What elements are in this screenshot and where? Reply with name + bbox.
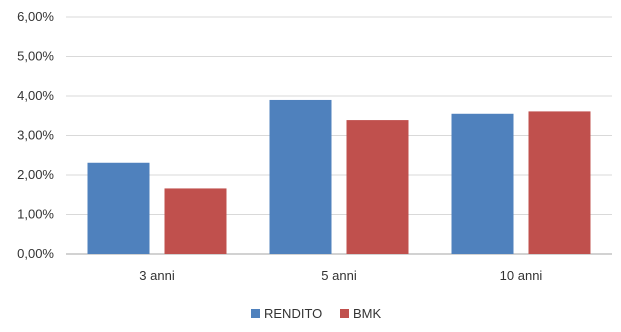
x-axis-tick-labels: 3 anni 5 anni 10 anni: [139, 268, 542, 283]
x-tick-label: 3 anni: [139, 268, 175, 283]
y-tick-label: 6,00%: [17, 9, 54, 24]
y-tick-label: 2,00%: [17, 167, 54, 182]
bar-bmk-1: [346, 120, 409, 254]
x-tick-label: 10 anni: [500, 268, 543, 283]
y-tick-label: 5,00%: [17, 49, 54, 64]
bar-bmk-0: [164, 188, 227, 254]
legend-swatch-bmk: [340, 309, 349, 318]
legend: RENDITO BMK: [251, 306, 382, 321]
y-tick-label: 4,00%: [17, 88, 54, 103]
y-axis-tick-labels: 0,00% 1,00% 2,00% 3,00% 4,00% 5,00% 6,00%: [17, 9, 54, 261]
x-tick-label: 5 anni: [321, 268, 357, 283]
bar-bmk-2: [528, 111, 591, 254]
y-tick-label: 1,00%: [17, 207, 54, 222]
legend-swatch-rendito: [251, 309, 260, 318]
bar-rendito-0: [87, 162, 150, 254]
y-tick-label: 0,00%: [17, 246, 54, 261]
legend-label: BMK: [353, 306, 382, 321]
y-tick-label: 3,00%: [17, 128, 54, 143]
bars: [87, 99, 591, 255]
bar-rendito-1: [269, 99, 332, 254]
legend-label: RENDITO: [264, 306, 322, 321]
bar-rendito-2: [451, 113, 514, 255]
gridlines: [66, 16, 612, 255]
